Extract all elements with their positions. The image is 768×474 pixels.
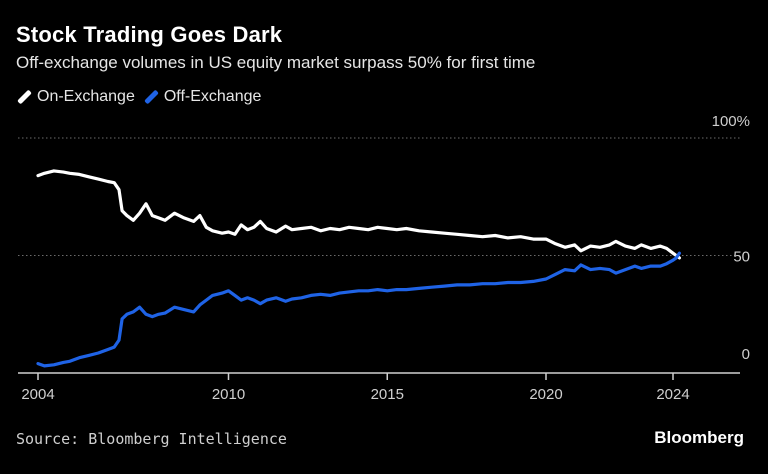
legend: On-Exchange Off-Exchange — [17, 88, 271, 106]
series-lines — [36, 169, 681, 368]
series-line-on-exchange — [36, 169, 681, 260]
brand-logo: Bloomberg — [654, 428, 744, 447]
x-axis: 2004 2010 2015 2020 2024 — [18, 372, 740, 403]
gridlines — [18, 137, 740, 256]
legend-item-off-exchange: Off-Exchange — [143, 88, 262, 106]
legend-label-on-exchange: On-Exchange — [37, 88, 135, 105]
y-tick-label: 50 — [733, 249, 750, 266]
y-axis-labels: 100% 50 0 — [712, 113, 750, 363]
series-line-off-exchange — [36, 251, 681, 368]
source-note: Source: Bloomberg Intelligence — [16, 430, 287, 448]
y-tick-label: 100% — [712, 113, 750, 130]
chart-title: Stock Trading Goes Dark — [16, 22, 283, 47]
chart-subtitle: Off-exchange volumes in US equity market… — [16, 53, 536, 72]
x-tick-label: 2004 — [21, 386, 54, 403]
x-tick-label: 2024 — [656, 386, 689, 403]
x-tick-label: 2010 — [212, 386, 245, 403]
x-tick-label: 2020 — [529, 386, 562, 403]
x-tick-label: 2015 — [371, 386, 404, 403]
legend-label-off-exchange: Off-Exchange — [163, 88, 262, 105]
y-tick-label: 0 — [742, 346, 750, 363]
legend-item-on-exchange: On-Exchange — [17, 88, 135, 106]
